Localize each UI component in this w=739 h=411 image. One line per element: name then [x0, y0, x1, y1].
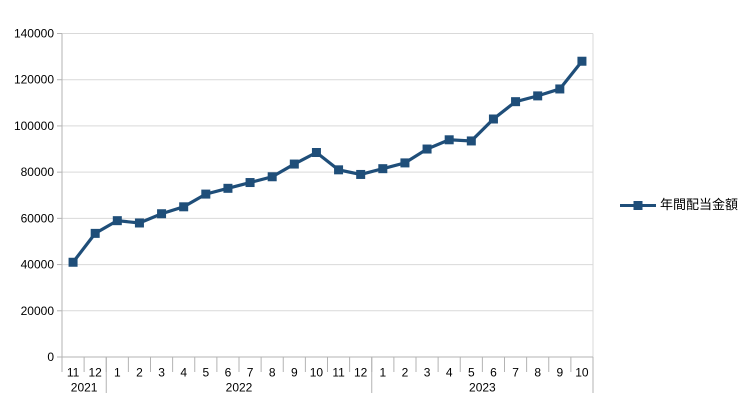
data-point-marker — [422, 144, 432, 154]
month-label: 3 — [158, 366, 165, 380]
y-tick-label: 140000 — [14, 27, 54, 41]
data-point-marker — [90, 228, 100, 238]
month-label: 12 — [354, 366, 368, 380]
month-label: 9 — [556, 366, 563, 380]
month-label: 5 — [468, 366, 475, 380]
month-label: 10 — [575, 366, 589, 380]
data-point-marker — [157, 209, 167, 219]
legend-label: 年間配当金額 — [660, 197, 739, 212]
y-tick-label: 100000 — [14, 119, 54, 133]
data-point-marker — [378, 164, 388, 174]
month-label: 4 — [446, 366, 453, 380]
y-tick-label: 0 — [47, 350, 54, 364]
month-label: 12 — [89, 366, 103, 380]
month-label: 7 — [247, 366, 254, 380]
data-point-marker — [311, 148, 321, 158]
y-tick-label: 20000 — [21, 304, 55, 318]
month-label: 10 — [310, 366, 324, 380]
legend: 年間配当金額 — [620, 197, 738, 213]
data-point-marker — [289, 159, 299, 169]
data-point-marker — [267, 172, 277, 182]
y-tick-label: 40000 — [21, 258, 55, 272]
data-point-marker — [201, 189, 211, 199]
data-point-marker — [334, 165, 344, 175]
month-label: 2 — [402, 366, 409, 380]
month-label: 1 — [379, 366, 386, 380]
month-label: 11 — [332, 366, 345, 380]
data-point-marker — [112, 216, 122, 226]
data-point-marker — [444, 135, 454, 145]
legend-marker-square — [633, 200, 643, 210]
year-label: 2023 — [469, 381, 496, 395]
month-label: 6 — [225, 366, 232, 380]
data-point-marker — [533, 91, 543, 101]
month-label: 7 — [512, 366, 519, 380]
data-point-marker — [179, 202, 189, 212]
month-label: 1 — [114, 366, 121, 380]
series-line — [71, 60, 584, 264]
data-point-marker — [577, 56, 587, 66]
month-label: 3 — [424, 366, 431, 380]
month-label: 5 — [202, 366, 209, 380]
year-label: 2021 — [71, 381, 98, 395]
month-label: 2 — [136, 366, 143, 380]
data-point-marker — [511, 97, 521, 107]
month-label: 4 — [180, 366, 187, 380]
month-label: 8 — [269, 366, 276, 380]
y-tick-label: 60000 — [21, 211, 55, 225]
y-tick-label: 80000 — [21, 165, 55, 179]
y-tick-label: 120000 — [14, 73, 54, 87]
data-point-marker — [400, 158, 410, 168]
data-point-marker — [68, 257, 78, 267]
legend-line-marker-icon — [620, 200, 656, 210]
data-point-marker — [488, 114, 498, 124]
data-point-marker — [466, 136, 476, 146]
data-point-marker — [134, 218, 144, 228]
month-label: 8 — [534, 366, 541, 380]
month-label: 9 — [291, 366, 298, 380]
year-label: 2022 — [226, 381, 253, 395]
month-label: 6 — [490, 366, 497, 380]
data-point-marker — [223, 183, 233, 193]
data-point-marker — [245, 178, 255, 188]
data-point-marker — [356, 169, 366, 179]
month-label: 11 — [67, 366, 80, 380]
data-point-marker — [555, 84, 565, 94]
